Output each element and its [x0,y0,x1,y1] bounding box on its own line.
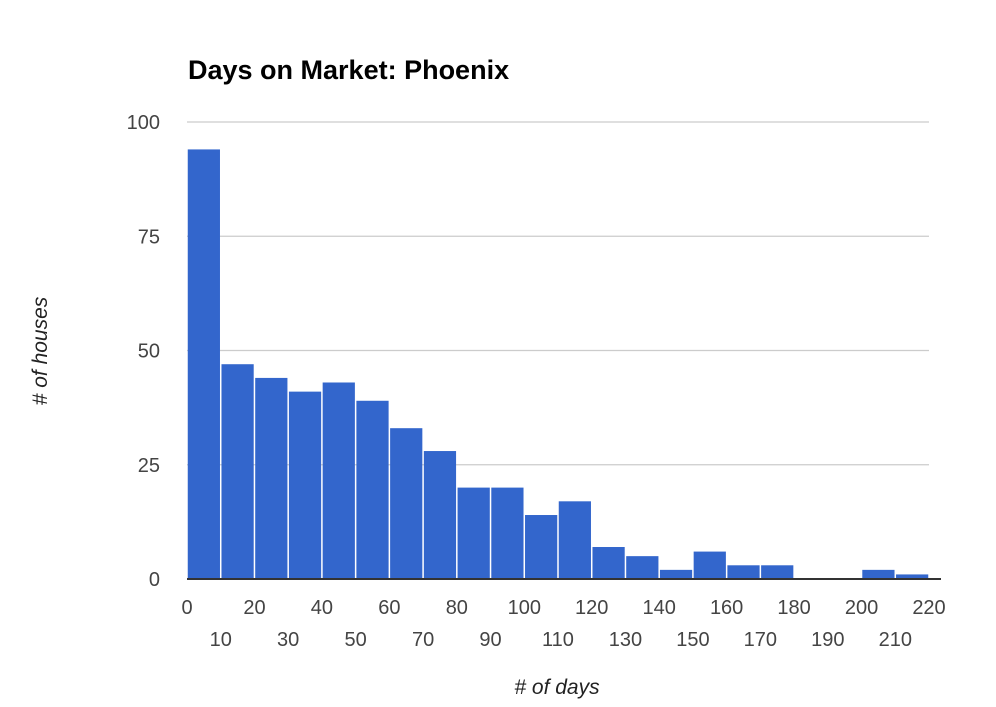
x-tick-label: 80 [446,597,468,619]
x-tick-label: 40 [311,597,333,619]
x-tick-label: 90 [479,629,501,651]
y-axis-title: # of houses [29,296,52,405]
histogram-bar [862,569,895,579]
x-tick-label: 70 [412,629,434,651]
histogram-bar [558,501,591,579]
x-tick-label: 170 [744,629,777,651]
x-tick-label: 180 [777,597,810,619]
histogram-bar [457,487,490,579]
x-tick-label: 120 [575,597,608,619]
y-tick-label: 75 [138,226,160,248]
histogram-bar [187,149,220,580]
x-axis-title: # of days [514,676,600,699]
x-tick-label: 140 [642,597,675,619]
histogram-bar [693,551,726,579]
x-axis-tick-labels: 0 20 40 60 80 100 120 140 160 180 200 220 10 30 50 70 90… [181,597,945,651]
y-tick-label: 0 [149,569,160,591]
y-axis-tick-labels: 0 25 50 75 100 [127,112,160,591]
x-tick-label: 150 [676,629,709,651]
x-tick-label: 210 [879,629,912,651]
y-tick-label: 100 [127,112,160,134]
x-tick-label: 220 [912,597,945,619]
histogram-bar [288,391,322,579]
y-tick-label: 50 [138,341,160,363]
x-tick-label: 190 [811,629,844,651]
x-tick-label: 110 [542,629,574,651]
histogram-bar [255,377,288,579]
histogram-bar [659,569,693,579]
histogram-bar [491,487,524,579]
bars [187,149,929,580]
x-tick-label: 30 [277,629,299,651]
gridlines [187,121,929,466]
histogram-bar [423,451,457,579]
histogram-bar [761,565,794,579]
histogram-bar [221,364,254,579]
x-tick-label: 20 [243,597,265,619]
y-tick-label: 25 [138,455,160,477]
x-tick-label: 160 [710,597,743,619]
x-tick-label: 100 [508,597,541,619]
histogram-bar [322,382,355,579]
histogram-bar [356,400,389,579]
histogram-bar [525,515,558,579]
x-tick-label: 130 [609,629,642,651]
histogram-bar [626,556,659,579]
x-tick-label: 50 [345,629,367,651]
histogram-bar [727,565,760,579]
histogram-bar [592,547,625,579]
x-tick-label: 200 [845,597,878,619]
x-tick-label: 10 [210,629,232,651]
x-tick-label: 60 [378,597,400,619]
histogram-bar [390,428,423,579]
histogram-bar [896,574,929,579]
x-tick-label: 0 [181,597,192,619]
chart-title: Days on Market: Phoenix [188,55,509,85]
